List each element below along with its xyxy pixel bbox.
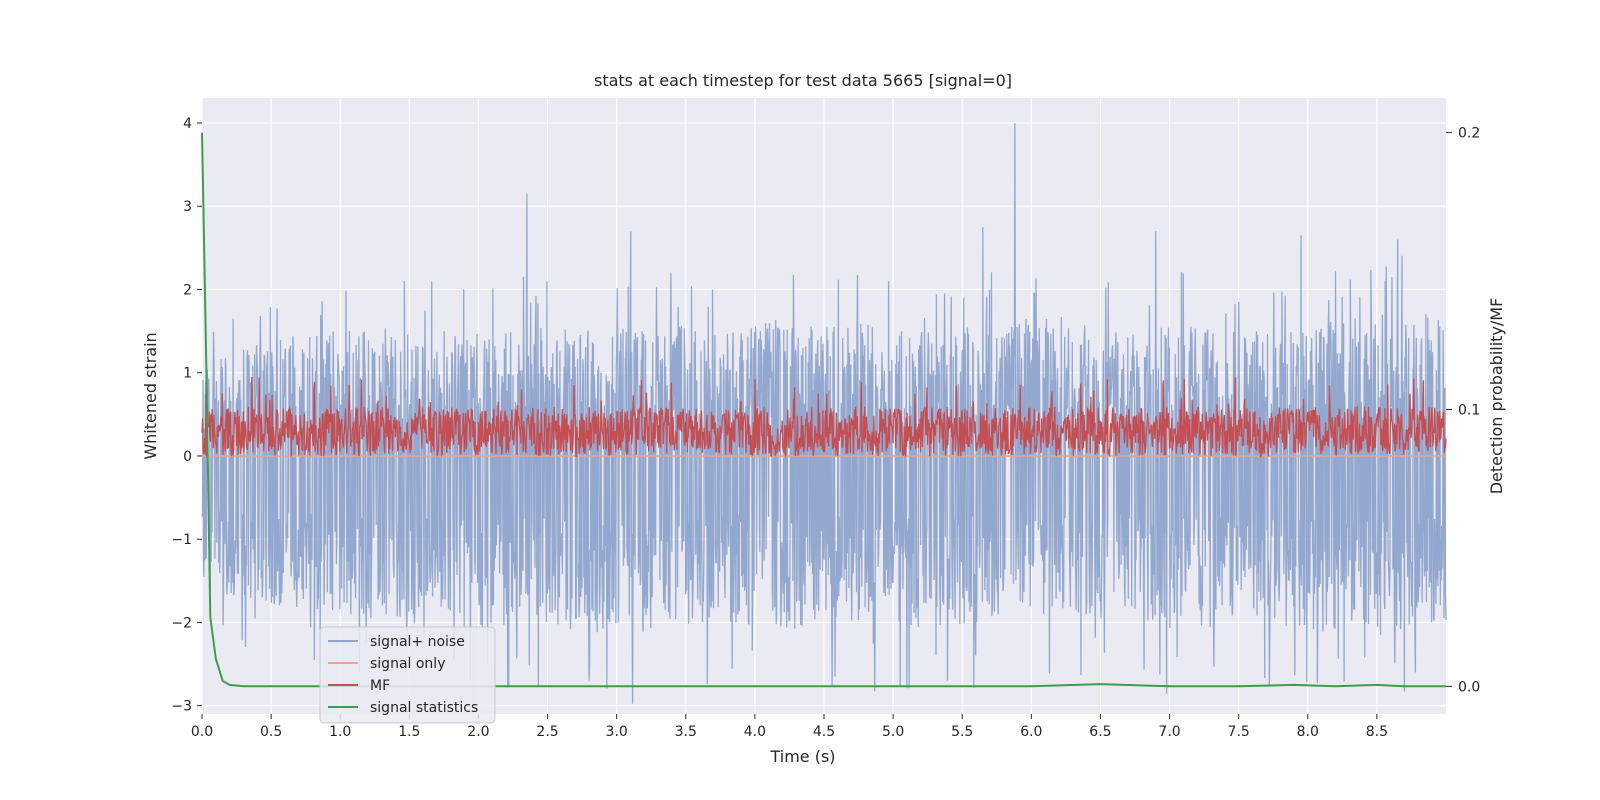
- x-tick-label: 2.0: [467, 724, 489, 740]
- x-tick-label: 2.5: [536, 724, 558, 740]
- y-left-tick-label: 0: [183, 449, 192, 465]
- x-tick-label: 0.0: [191, 724, 213, 740]
- x-tick-label: 1.0: [329, 724, 351, 740]
- y-right-tick-label: 0.2: [1458, 126, 1480, 142]
- y-left-axis-label: Whitened strain: [141, 332, 160, 459]
- legend-label-signal-statistics: signal statistics: [370, 700, 478, 716]
- y-right-tick-label: 0.1: [1458, 402, 1480, 418]
- x-tick-label: 8.5: [1366, 724, 1388, 740]
- y-left-tick-label: −3: [171, 699, 192, 715]
- legend: signal+ noise signal only MF signal stat…: [319, 626, 496, 724]
- y-left-tick-label: 4: [183, 116, 192, 132]
- x-tick-label: 6.5: [1089, 724, 1111, 740]
- x-tick-label: 4.0: [744, 724, 766, 740]
- x-tick-label: 1.5: [398, 724, 420, 740]
- x-axis-ticks: 0.0 0.5 1.0 1.5 2.0 2.5 3.0 3.5 4.0 4.5 5.0 5.5 6.0 6…: [191, 714, 1388, 740]
- chart-title: stats at each timestep for test data 566…: [594, 71, 1012, 90]
- x-tick-label: 3.0: [606, 724, 628, 740]
- x-tick-label: 6.0: [1020, 724, 1042, 740]
- x-tick-label: 7.0: [1158, 724, 1180, 740]
- legend-box: [319, 626, 496, 724]
- x-axis-label: Time (s): [769, 747, 835, 766]
- y-left-tick-label: 1: [183, 366, 192, 382]
- plot-series: [201, 122, 1447, 704]
- x-tick-label: 8.0: [1297, 724, 1319, 740]
- x-tick-label: 0.5: [260, 724, 282, 740]
- legend-label-signal-noise: signal+ noise: [370, 634, 465, 650]
- x-tick-label: 5.5: [951, 724, 973, 740]
- series-signal-statistics-line: [201, 132, 1446, 688]
- legend-label-mf: MF: [370, 678, 390, 694]
- y-left-tick-label: 2: [183, 282, 192, 298]
- series-signal-noise-line: [201, 122, 1447, 704]
- y-left-tick-label: 3: [183, 199, 192, 215]
- y-right-tick-label: 0.0: [1458, 679, 1480, 695]
- y-left-tick-label: −2: [171, 615, 192, 631]
- y-right-axis-ticks: 0.0 0.1 0.2: [1446, 126, 1480, 695]
- y-left-axis-ticks: −3 −2 −1 0 1 2 3 4: [171, 116, 202, 715]
- y-left-tick-label: −1: [171, 532, 192, 548]
- series-mf-line: [201, 376, 1447, 458]
- x-tick-label: 4.5: [813, 724, 835, 740]
- x-tick-label: 3.5: [675, 724, 697, 740]
- y-right-axis-label: Detection probability/MF: [1487, 298, 1506, 495]
- legend-label-signal-only: signal only: [370, 656, 445, 672]
- x-tick-label: 7.5: [1228, 724, 1250, 740]
- x-tick-label: 5.0: [882, 724, 904, 740]
